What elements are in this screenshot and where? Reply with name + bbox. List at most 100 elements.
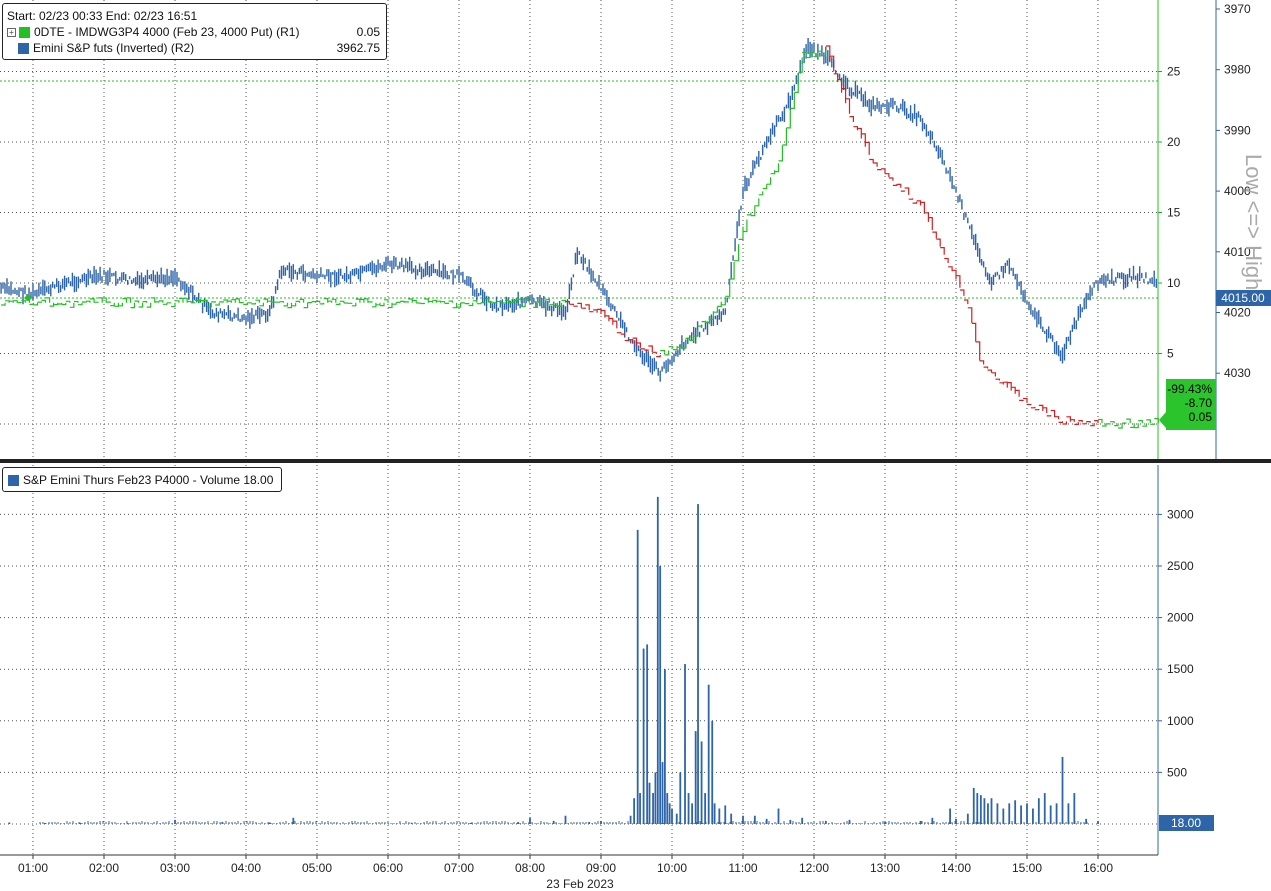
volume-bars xyxy=(8,496,1099,825)
volume-bar xyxy=(718,808,721,824)
volume-bar xyxy=(646,644,649,824)
volume-bar xyxy=(777,808,780,824)
volume-bar xyxy=(268,822,271,824)
x-tick-label: 03:00 xyxy=(160,861,190,875)
volume-bar xyxy=(976,793,979,824)
volume-bar xyxy=(687,793,690,824)
volume-bar xyxy=(996,803,999,824)
volume-bar xyxy=(919,820,922,824)
volume-bar xyxy=(789,819,792,824)
x-date-label: 23 Feb 2023 xyxy=(546,877,614,891)
legend-label-volume: S&P Emini Thurs Feb23 P4000 - Volume 18.… xyxy=(23,473,274,487)
volume-bar xyxy=(564,815,567,824)
legend-label-emini: Emini S&P futs (Inverted) (R2) xyxy=(33,41,195,55)
put-segment xyxy=(565,300,602,314)
legend-row-emini[interactable]: Emini S&P futs (Inverted) (R2) 3962.75 xyxy=(7,40,380,56)
volume-bar xyxy=(983,798,986,824)
volume-bar xyxy=(292,817,295,824)
legend-value-put: 0.05 xyxy=(356,25,380,39)
volume-bar xyxy=(666,793,669,824)
x-tick-label: 15:00 xyxy=(1012,861,1042,875)
volume-bar xyxy=(661,762,664,824)
volume-bar xyxy=(684,664,686,824)
volume-bar xyxy=(1037,798,1040,824)
emini-price-bars xyxy=(0,38,1157,382)
legend-value-emini: 3962.75 xyxy=(336,41,380,55)
r1-tick-label: 15 xyxy=(1167,206,1181,220)
volume-bar xyxy=(469,822,472,824)
volume-tag: 18.00 xyxy=(1171,816,1201,830)
r1-tick-label: 10 xyxy=(1167,276,1181,290)
volume-bar xyxy=(43,822,46,824)
put-segment xyxy=(660,337,691,356)
r1-tick-label: 20 xyxy=(1167,135,1181,149)
volume-bar xyxy=(801,817,804,824)
volume-bar xyxy=(987,803,989,824)
x-tick-label: 05:00 xyxy=(302,861,332,875)
put-tag-box xyxy=(1159,379,1216,430)
volume-bar xyxy=(694,731,697,824)
volume-bar xyxy=(1055,803,1058,824)
volume-bar xyxy=(659,566,662,824)
put-segment xyxy=(802,50,827,59)
volume-bar xyxy=(730,813,733,824)
put-segment xyxy=(849,116,874,164)
volume-bar xyxy=(8,822,11,824)
vol-tick-label: 1500 xyxy=(1167,662,1194,676)
x-tick-label: 09:00 xyxy=(586,861,616,875)
volume-bar xyxy=(174,819,176,824)
r2-tick-label: 3970 xyxy=(1224,2,1251,16)
put-tag-text: -99.43% xyxy=(1167,382,1212,396)
put-series xyxy=(1,45,1159,429)
r2-tick-label: 4030 xyxy=(1224,366,1251,380)
put-segment xyxy=(636,342,661,358)
x-tick-label: 13:00 xyxy=(870,861,900,875)
x-tick-label: 07:00 xyxy=(444,861,474,875)
put-segment xyxy=(1027,403,1064,423)
put-segment xyxy=(1003,381,1028,403)
put-segment xyxy=(1062,416,1099,427)
volume-bar xyxy=(675,813,678,824)
x-tick-label: 08:00 xyxy=(515,861,545,875)
lower-panel-grid xyxy=(0,465,1158,855)
x-tick-label: 11:00 xyxy=(728,861,757,875)
green-swatch-icon xyxy=(19,26,30,38)
volume-bar xyxy=(765,818,768,824)
legend-row-put[interactable]: + 0DTE - IMDWG3P4 4000 (Feb 23, 4000 Put… xyxy=(7,24,380,40)
r2-tick-label: 4000 xyxy=(1224,184,1251,198)
vol-tick-label: 2500 xyxy=(1167,559,1194,573)
volume-bar xyxy=(652,793,654,824)
volume-bar xyxy=(517,821,520,824)
r2-tick-label: 4020 xyxy=(1224,306,1251,320)
put-segment xyxy=(967,307,981,361)
volume-bar xyxy=(848,819,851,824)
volume-bar xyxy=(931,817,934,824)
expand-icon[interactable]: + xyxy=(7,27,16,37)
volume-bar xyxy=(949,808,951,824)
put-tag-text: -8.70 xyxy=(1185,396,1213,410)
r2-tick-label: 3990 xyxy=(1224,123,1251,137)
volume-bar xyxy=(664,669,666,824)
volume-bar xyxy=(639,793,641,824)
volume-bar xyxy=(668,803,671,824)
volume-bar xyxy=(697,504,699,824)
r1-tick-label: 25 xyxy=(1167,65,1181,79)
volume-bar xyxy=(1049,805,1052,824)
volume-bar xyxy=(1020,805,1022,824)
vol-tick-label: 2000 xyxy=(1167,611,1194,625)
panel-separator xyxy=(0,459,1271,463)
r2-tick-label: 4010 xyxy=(1224,245,1251,259)
put-segment xyxy=(873,162,898,186)
lower-legend: S&P Emini Thurs Feb23 P4000 - Volume 18.… xyxy=(2,467,283,492)
volume-bar xyxy=(656,496,659,824)
value-tags: 4015.00 -99.43%-8.700.05 18.00 xyxy=(1159,290,1271,831)
vol-tick-label: 1000 xyxy=(1167,714,1194,728)
x-tick-label: 01:00 xyxy=(18,861,48,875)
put-segment xyxy=(896,183,922,206)
volume-bar xyxy=(636,529,639,824)
r2-side-label: Low <=> High xyxy=(1241,154,1266,290)
volume-bar xyxy=(972,787,975,824)
volume-bar xyxy=(707,684,710,824)
